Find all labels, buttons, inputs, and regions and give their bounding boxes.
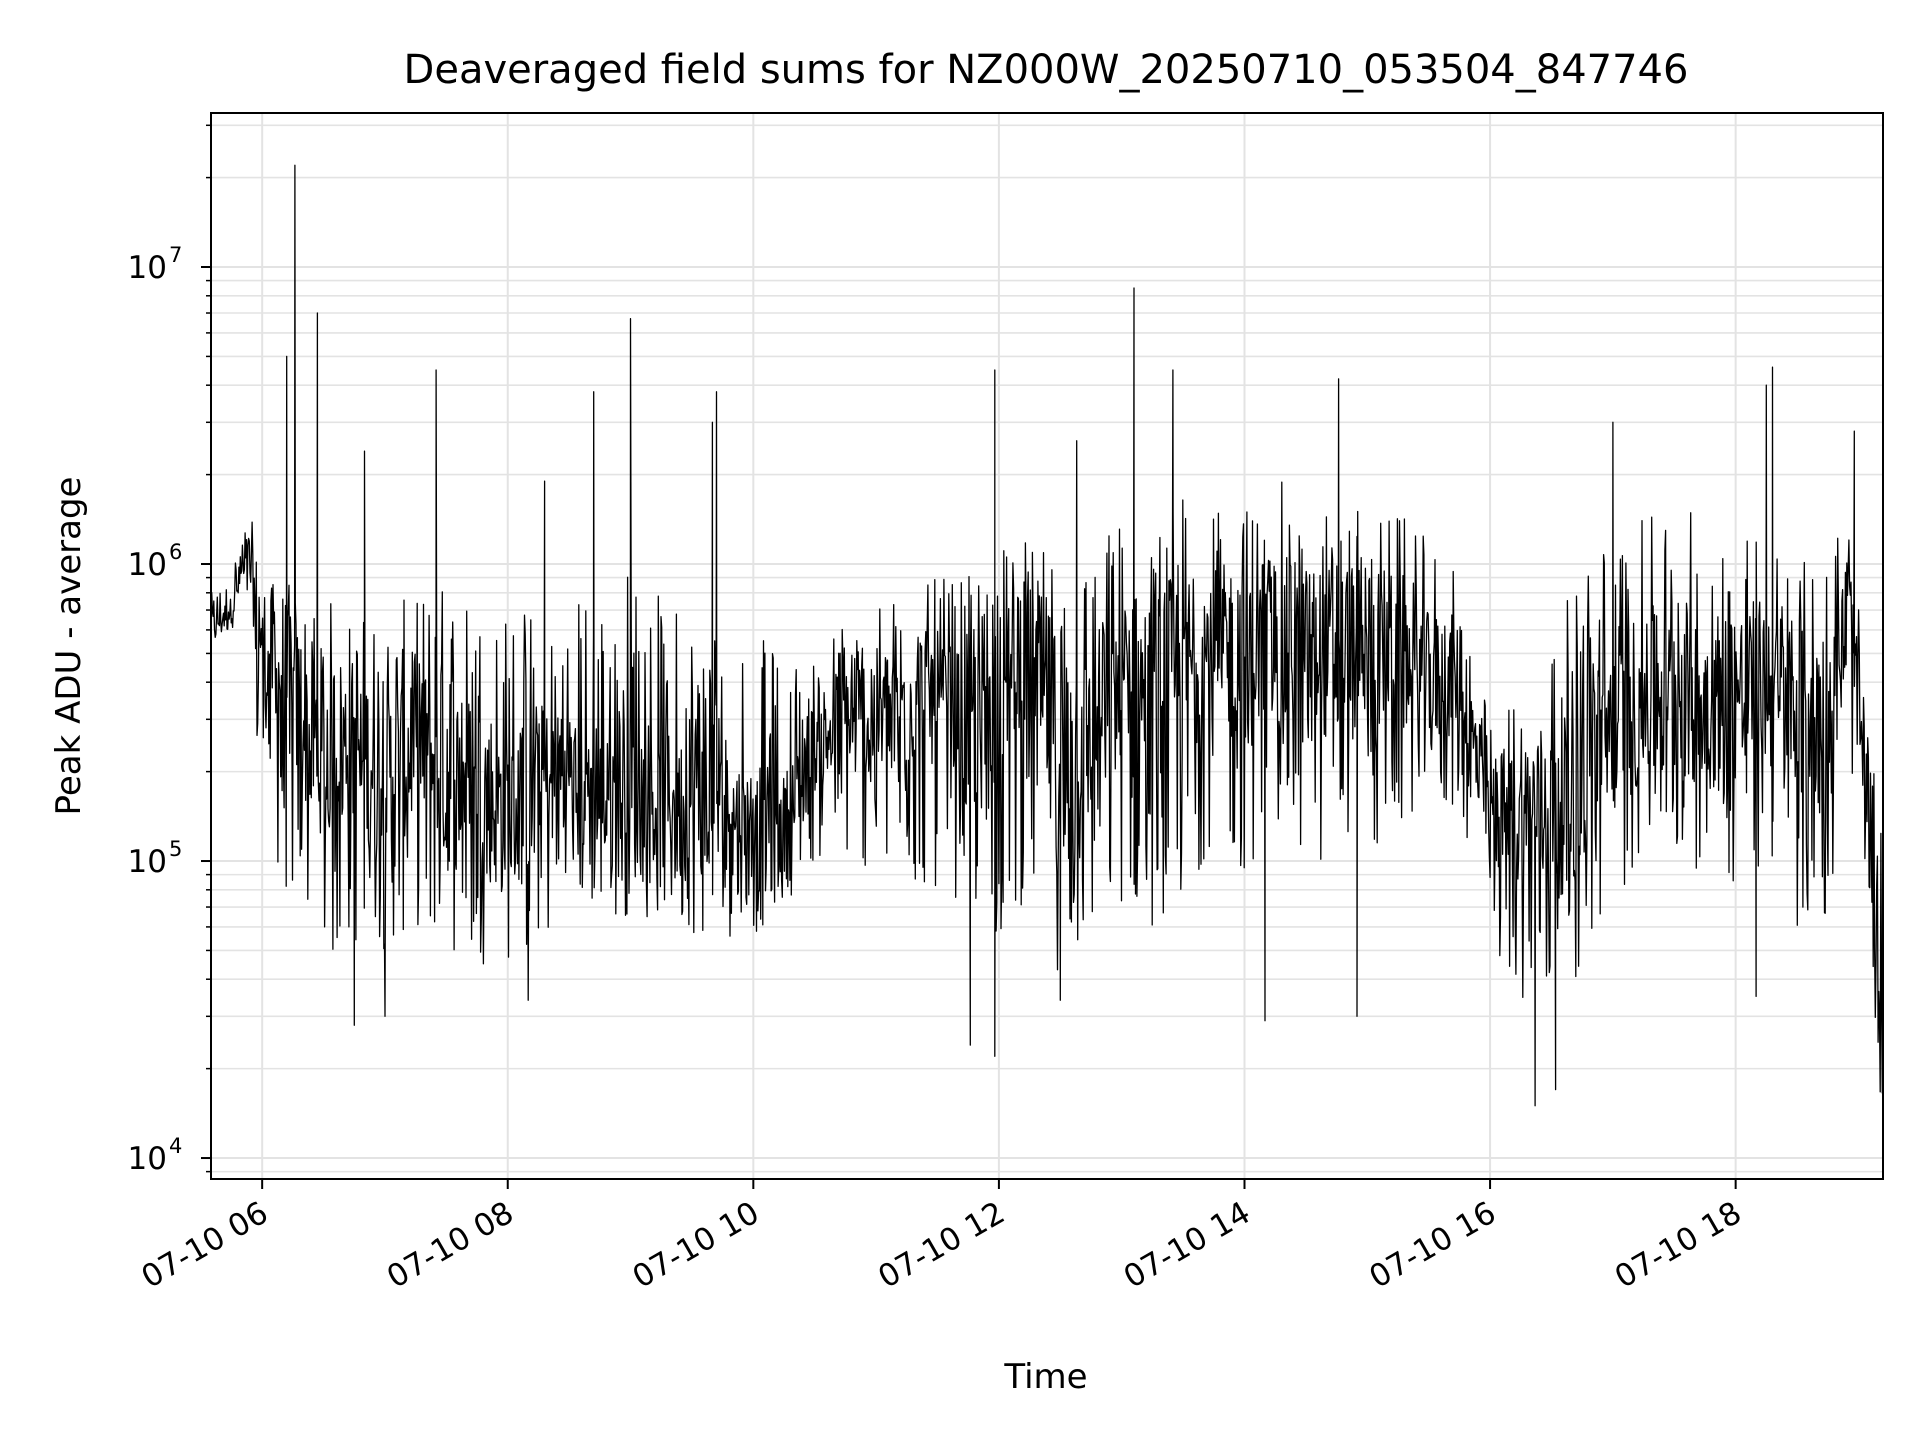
y-tick-label: 10 — [128, 547, 167, 583]
y-tick-exponent: 4 — [169, 1134, 182, 1158]
series-path — [210, 164, 1884, 1135]
x-axis-label: Time — [1003, 1357, 1087, 1397]
y-tick-exponent: 6 — [169, 540, 182, 564]
y-tick-exponent: 5 — [169, 837, 182, 861]
y-tick-label: 10 — [128, 1141, 167, 1177]
y-tick-label: 10 — [128, 844, 167, 880]
chart-title: Deaveraged field sums for NZ000W_2025071… — [404, 47, 1689, 93]
y-tick-exponent: 7 — [169, 243, 182, 267]
y-axis-label: Peak ADU - average — [49, 477, 89, 816]
y-tick-label: 10 — [128, 250, 167, 286]
series-line — [210, 164, 1884, 1135]
plot-frame — [210, 112, 1884, 1180]
